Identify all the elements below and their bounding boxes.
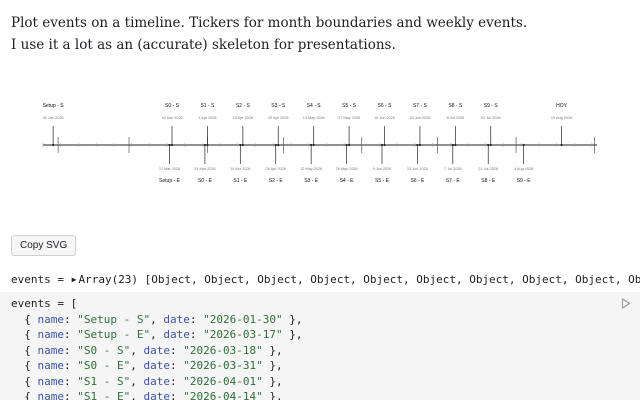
event-label: S0 - E — [198, 178, 213, 184]
event-dot — [416, 143, 419, 147]
event-date-label: 7 Jul 2026 — [444, 167, 462, 171]
event-dot — [383, 143, 386, 147]
event-date-label: 15 Apr 2026 — [233, 116, 253, 120]
event-dot — [380, 143, 384, 147]
event-dot — [345, 143, 348, 147]
event-date-label: 9 Jun 2026 — [373, 167, 392, 171]
event-dot — [310, 143, 313, 147]
event-label: S2 - E — [269, 178, 284, 184]
event-date-label: 21 Jul 2026 — [478, 167, 498, 171]
event-dot — [206, 143, 209, 147]
event-label: S8 - E — [481, 178, 496, 184]
expand-triangle-icon[interactable]: ▶ — [71, 275, 77, 284]
event-label: HOY — [556, 103, 568, 109]
event-date-label: 30 Jan 2026 — [43, 116, 64, 120]
event-date-label: 1 Apr 2026 — [198, 116, 216, 120]
event-label: S3 - S — [271, 103, 286, 109]
event-date-label: 12 May 2026 — [300, 167, 322, 171]
event-label: S1 - E — [233, 178, 248, 184]
event-dot — [489, 143, 492, 147]
copy-svg-button[interactable]: Copy SVG — [11, 235, 77, 256]
event-label: S4 - E — [340, 178, 355, 184]
event-dot — [241, 143, 244, 147]
event-date-label: 29 Apr 2026 — [268, 116, 288, 120]
event-dot — [277, 143, 280, 147]
event-dot — [52, 143, 55, 147]
event-label: S8 - S — [448, 103, 463, 109]
event-label: S7 - E — [446, 178, 461, 184]
event-dot — [239, 143, 242, 147]
event-dot — [203, 143, 206, 147]
event-label: S1 - S — [200, 103, 215, 109]
event-label: S5 - E — [375, 178, 390, 184]
intro-text: Plot events on a timeline. Tickers for m… — [11, 12, 527, 56]
events-summary: events = ▶ Array(23) [Object, Object, Obj… — [11, 273, 640, 287]
code-var-name: events — [11, 297, 51, 310]
event-label: S6 - E — [410, 178, 425, 184]
event-date-label: 26 May 2026 — [336, 167, 358, 171]
event-date-label: 18 Mar 2026 — [161, 116, 182, 120]
event-date-label: 8 Jul 2026 — [447, 116, 465, 120]
event-dot — [560, 143, 563, 147]
code-cell[interactable]: events = [ { name: "Setup - S", date: "2… — [0, 292, 640, 400]
event-dot — [168, 143, 171, 147]
event-dot — [451, 143, 454, 147]
event-label: S6 - S — [378, 103, 393, 109]
event-dot — [312, 143, 315, 147]
event-dot — [418, 143, 422, 147]
summary-array-label[interactable]: Array(23) — [78, 273, 139, 286]
summary-var-name: events — [11, 273, 51, 286]
event-dot — [454, 143, 457, 147]
event-dot — [487, 143, 490, 147]
event-label: S4 - S — [307, 103, 322, 109]
intro-line-2: I use it a lot as an (accurate) skeleton… — [11, 37, 396, 53]
event-label: S9 - E — [517, 178, 532, 184]
event-date-label: 4 Aug 2026 — [514, 167, 533, 171]
event-date-label: 14 Apr 2026 — [230, 167, 250, 171]
event-label: S0 - S — [165, 103, 180, 109]
event-label: Setup - S — [43, 103, 65, 109]
event-date-label: 13 May 2026 — [303, 116, 325, 120]
timeline-chart: Setup - S 30 Jan 2026 S0 - S 18 Mar 2026 S1 … — [43, 103, 597, 184]
event-label: S5 - S — [342, 103, 357, 109]
event-date-label: 22 Jul 2026 — [481, 116, 501, 120]
event-date-label: 23 Jun 2026 — [407, 167, 428, 171]
event-date-label: 31 Mar 2026 — [194, 167, 215, 171]
event-dot — [522, 143, 525, 147]
event-date-label: 19 Aug 2026 — [551, 116, 572, 120]
event-date-label: 24 Jun 2026 — [409, 116, 430, 120]
event-dot — [170, 143, 174, 147]
summary-items-preview: [Object, Object, Object, Object, Object,… — [144, 273, 640, 286]
event-label: S2 - S — [236, 103, 251, 109]
event-date-label: 10 Jun 2026 — [374, 116, 395, 120]
event-label: Setup - E — [159, 178, 181, 184]
event-label: S9 - S — [484, 103, 499, 109]
event-dot — [347, 143, 351, 147]
event-date-label: 28 Apr 2026 — [265, 167, 285, 171]
intro-line-1: Plot events on a timeline. Tickers for m… — [11, 15, 528, 31]
event-date-label: 17 Mar 2026 — [159, 167, 180, 171]
event-dot — [274, 143, 277, 147]
event-date-label: 27 May 2026 — [338, 116, 360, 120]
run-cell-icon[interactable] — [621, 298, 631, 309]
code-editor[interactable]: events = [ { name: "Setup - S", date: "2… — [11, 297, 303, 400]
event-label: S3 - E — [304, 178, 319, 184]
event-label: S7 - S — [413, 103, 428, 109]
